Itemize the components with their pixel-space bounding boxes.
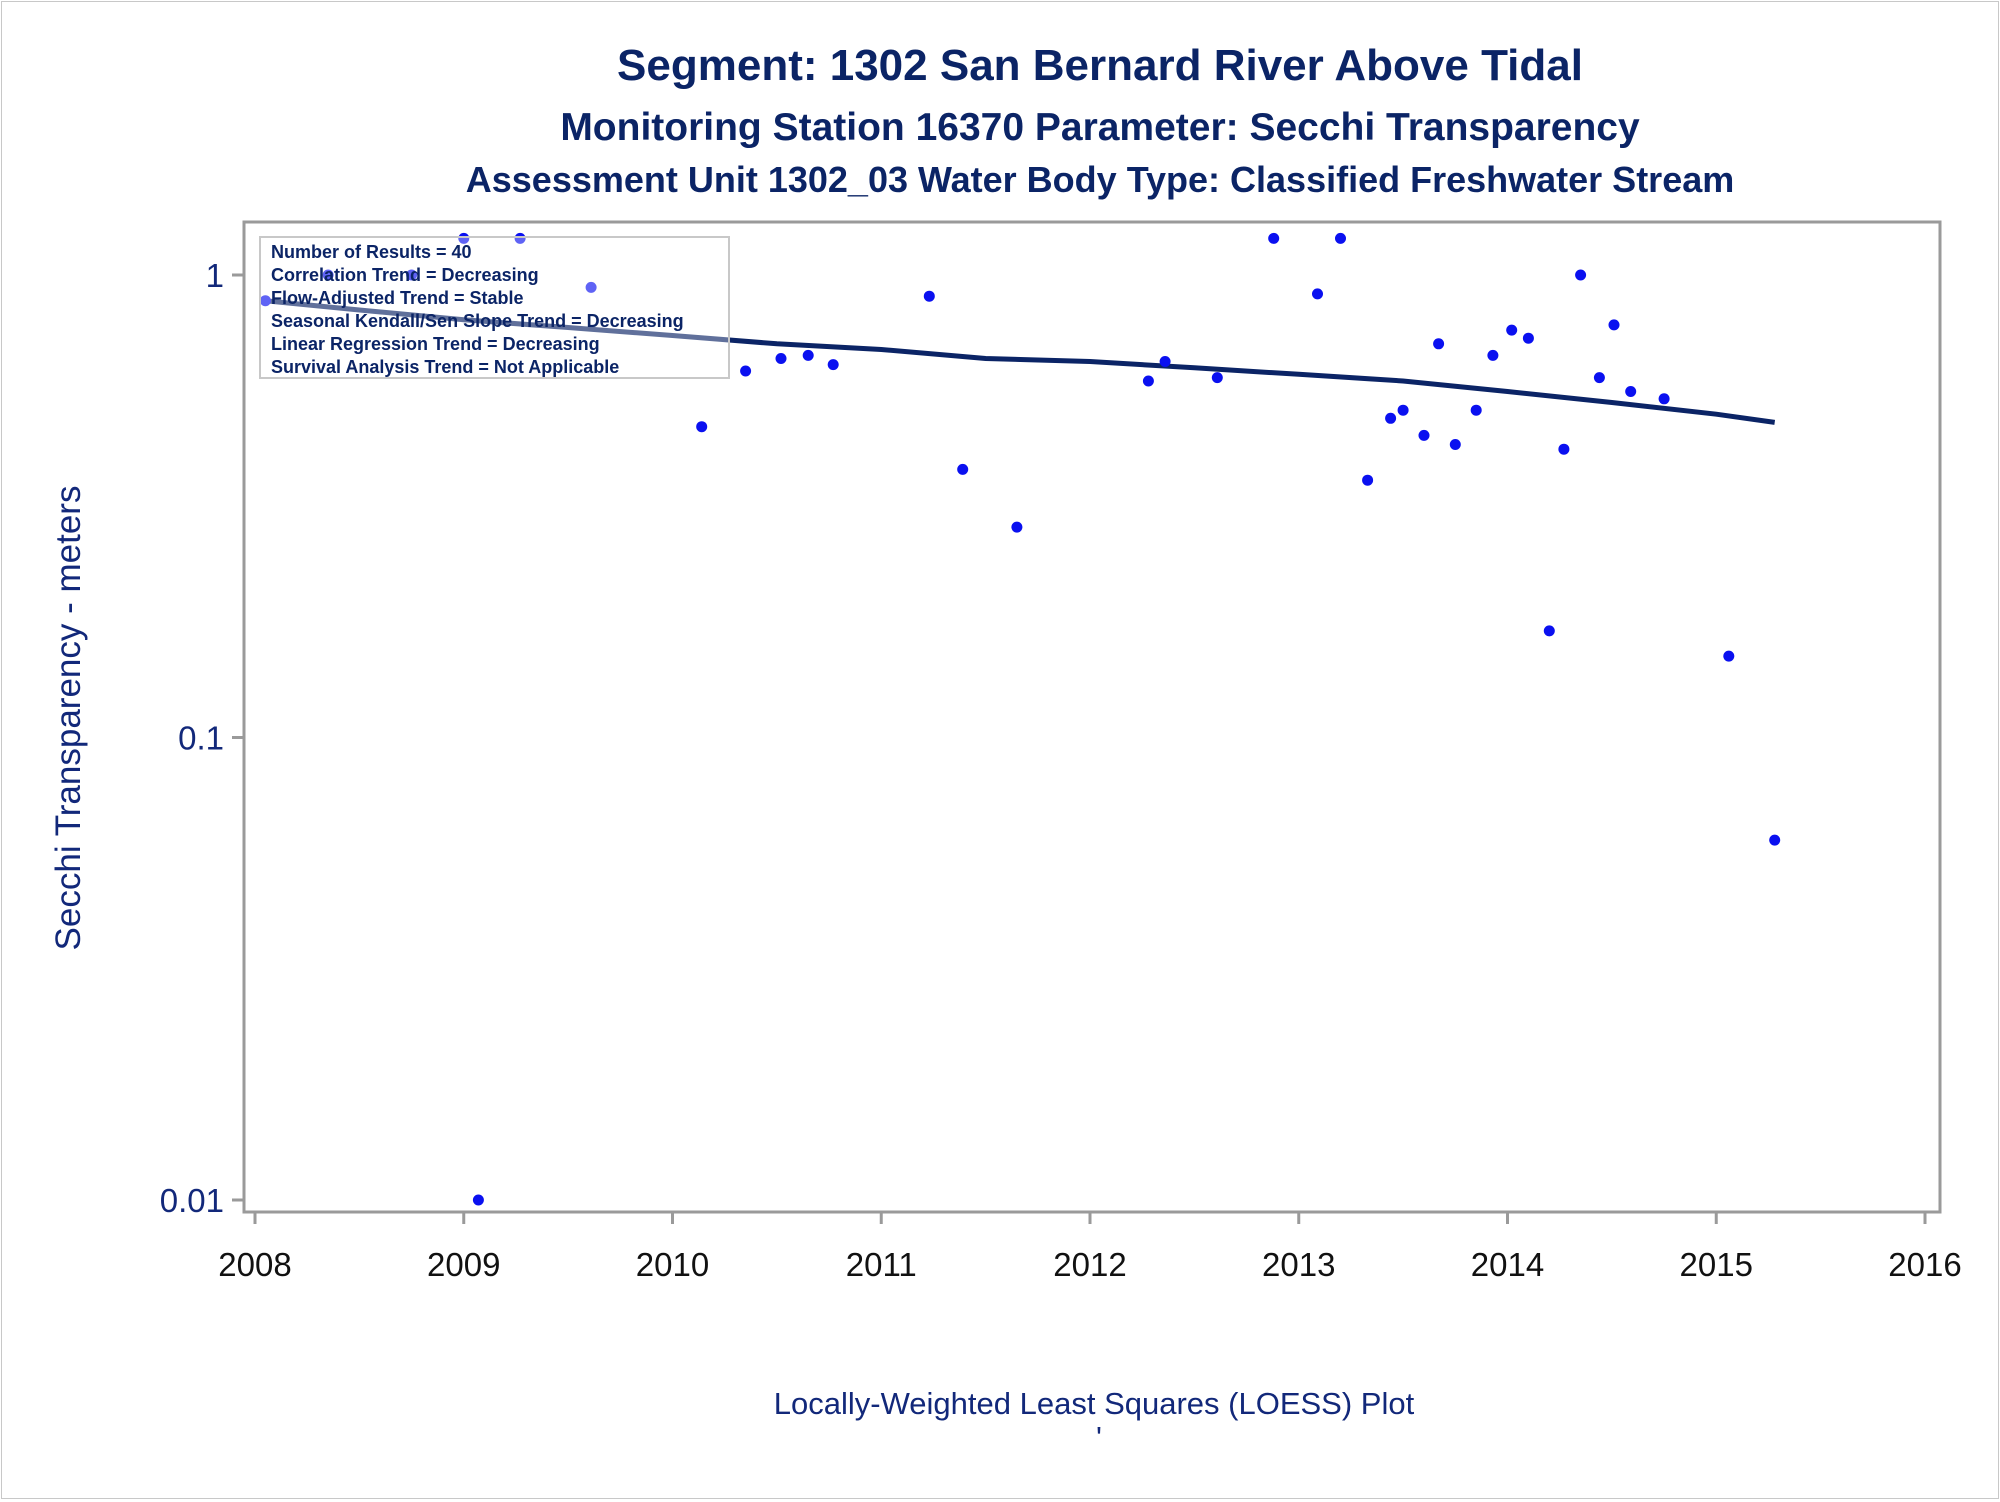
data-point — [1418, 429, 1430, 441]
x-tick-label: 2008 — [218, 1246, 291, 1283]
data-point — [1312, 288, 1323, 300]
data-point — [1011, 521, 1023, 533]
data-point — [1362, 474, 1374, 486]
data-point — [458, 232, 470, 244]
data-point — [1593, 372, 1605, 384]
stat-linear-regression-trend: Linear Regression Trend = Decreasing — [271, 334, 600, 354]
data-point — [1558, 443, 1570, 455]
footnote-mark: ' — [1096, 1420, 1102, 1455]
data-point — [740, 365, 752, 377]
stat-correlation-trend: Correlation Trend = Decreasing — [271, 265, 539, 285]
data-point — [1769, 834, 1781, 846]
x-tick-label: 2013 — [1262, 1246, 1335, 1283]
data-point — [775, 353, 787, 364]
data-point — [1268, 232, 1280, 244]
data-point — [1433, 338, 1445, 350]
data-point — [1449, 439, 1461, 450]
data-point — [923, 290, 935, 302]
y-tick-label: 1 — [206, 257, 224, 294]
x-tick-label: 2011 — [846, 1246, 917, 1283]
data-point — [1625, 386, 1637, 397]
data-point — [1723, 650, 1735, 662]
data-point — [514, 232, 526, 244]
data-point — [802, 349, 814, 361]
y-axis: 0.01 0.1 1 — [160, 257, 244, 1219]
x-tick-label: 2016 — [1888, 1246, 1961, 1283]
stat-seasonal-kendall-trend: Seasonal Kendall/Sen Slope Trend = Decre… — [271, 311, 684, 331]
stats-inset-box: Number of Results = 40 Correlation Trend… — [259, 236, 730, 379]
data-point — [1159, 356, 1171, 367]
y-tick-label: 0.01 — [160, 1182, 224, 1219]
stat-number-of-results: Number of Results = 40 — [271, 242, 472, 262]
data-point — [1335, 232, 1346, 244]
data-point — [1397, 404, 1409, 416]
x-tick-label: 2009 — [427, 1246, 500, 1283]
data-point — [585, 281, 597, 293]
stat-flow-adjusted-trend: Flow-Adjusted Trend = Stable — [271, 288, 524, 308]
data-point — [1385, 412, 1397, 424]
x-tick-label: 2015 — [1680, 1246, 1753, 1283]
data-point — [1608, 319, 1620, 331]
data-point — [1506, 324, 1518, 336]
x-tick-label: 2012 — [1053, 1246, 1126, 1283]
chart-title: Segment: 1302 San Bernard River Above Ti… — [617, 41, 1583, 90]
data-point — [259, 295, 271, 307]
y-tick-label: 0.1 — [178, 720, 224, 757]
data-point — [696, 421, 708, 433]
chart-subtitle-assessment: Assessment Unit 1302_03 Water Body Type:… — [466, 159, 1735, 200]
data-point — [1575, 269, 1587, 281]
data-point — [406, 269, 418, 281]
data-point — [957, 463, 969, 475]
chart-subtitle-station: Monitoring Station 16370 Parameter: Secc… — [560, 106, 1640, 149]
plot-area-frame — [242, 220, 1942, 1214]
x-tick-label: 2014 — [1471, 1246, 1544, 1283]
data-point — [1487, 349, 1499, 361]
data-point — [472, 1194, 484, 1206]
data-point — [322, 269, 334, 281]
stat-survival-analysis-trend: Survival Analysis Trend = Not Applicable — [271, 357, 619, 377]
data-point — [1543, 625, 1555, 637]
loess-trend-line — [265, 298, 1776, 425]
x-axis: 2008 2009 2010 2011 2012 2013 2014 2015 2016 — [218, 1212, 1962, 1283]
data-point — [1470, 404, 1482, 416]
data-point — [1658, 393, 1670, 405]
plot-footnote: Locally-Weighted Least Squares (LOESS) P… — [774, 1386, 1415, 1421]
data-point — [1142, 375, 1154, 387]
stats-inset-border — [259, 236, 730, 379]
x-tick-label: 2010 — [636, 1246, 709, 1283]
data-points — [259, 232, 1781, 1206]
data-point — [1522, 332, 1534, 344]
data-point — [1211, 372, 1223, 384]
data-point — [827, 359, 839, 371]
y-axis-label: Secchi Transparency - meters — [49, 486, 88, 951]
